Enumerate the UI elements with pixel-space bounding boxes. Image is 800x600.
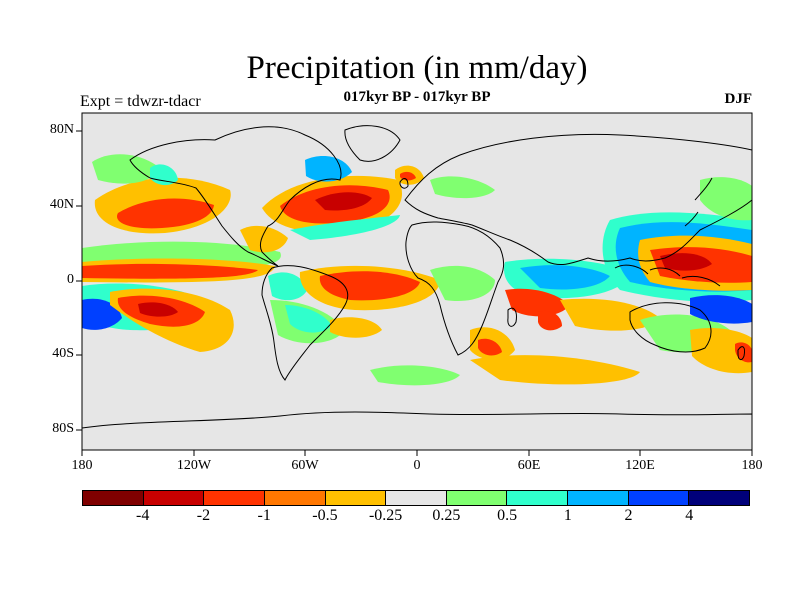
- colorbar: [82, 490, 750, 506]
- anomaly-tropical-atlantic-red: [319, 271, 420, 301]
- lon-label-60e: 60E: [517, 458, 541, 473]
- colorbar-tick-label: 4: [685, 507, 694, 524]
- experiment-label: Expt = tdwzr-tdacr: [80, 93, 201, 110]
- lon-label-120e: 120E: [625, 458, 655, 473]
- africa-outline: [405, 221, 505, 356]
- anomaly-southern-ocean-green: [370, 365, 460, 386]
- lat-label-80n: 80N: [49, 122, 74, 137]
- north-america-outline: [129, 126, 342, 267]
- anomaly-south-america-cyan: [285, 305, 332, 333]
- colorbar-tick-label: 1: [563, 507, 572, 524]
- lat-label-40s: 40S: [52, 346, 74, 361]
- lat-label-80s: 80S: [52, 421, 74, 436]
- anomaly-labrador-blue: [305, 156, 352, 182]
- lat-label-40n: 40N: [49, 197, 74, 212]
- season-label: DJF: [724, 91, 753, 107]
- anomaly-tasman-red: [735, 342, 752, 363]
- lon-label-120w: 120W: [176, 458, 212, 473]
- lat-label-0: 0: [67, 272, 74, 287]
- colorbar-tick-label: -1: [257, 507, 271, 524]
- madagascar-outline: [507, 307, 517, 327]
- colorbar-swatch: [204, 491, 265, 505]
- longitude-ticks: [81, 450, 753, 456]
- colorbar-swatch: [628, 491, 690, 505]
- continent-outlines: [82, 125, 752, 450]
- anomaly-indian-ocean-red: [505, 288, 570, 317]
- colorbar-tick-label: 0.5: [497, 507, 518, 524]
- antarctica-outline: [82, 411, 752, 450]
- anomaly-north-pacific-red: [117, 198, 214, 229]
- lon-label-60w: 60W: [291, 458, 319, 473]
- greenland-outline: [344, 125, 401, 162]
- anomaly-atlantic-cyan-band: [290, 215, 400, 240]
- anomaly-south-pacific-darkred: [138, 302, 178, 317]
- lon-label-180w: 180: [71, 458, 93, 473]
- colorbar-tick-label: -0.5: [312, 507, 338, 524]
- anomaly-indian-ocean-blue: [520, 265, 610, 290]
- precipitation-anomaly-field: [82, 154, 752, 386]
- colorbar-swatch: [325, 491, 387, 505]
- anomaly-west-pacific-darkred: [660, 253, 712, 271]
- plot-title: Precipitation (in mm/day): [246, 50, 588, 86]
- colorbar-tick-label: 2: [624, 507, 633, 524]
- colorbar-swatch: [507, 491, 569, 505]
- lon-label-180e: 180: [741, 458, 763, 473]
- anomaly-caribbean-orange: [240, 225, 288, 253]
- colorbar-tick-label: 0.25: [432, 507, 461, 524]
- colorbar-swatch: [568, 491, 629, 505]
- anomaly-south-africa-red: [478, 338, 502, 356]
- colorbar-swatch: [446, 491, 508, 505]
- colorbar-tick-label: -4: [136, 507, 150, 524]
- plot-subtitle: 017kyr BP - 017kyr BP: [343, 89, 491, 105]
- colorbar-swatch: [83, 491, 144, 505]
- australia-outline: [629, 302, 712, 353]
- latitude-ticks: [76, 130, 82, 431]
- south-america-outline: [261, 265, 349, 381]
- anomaly-south-atlantic-orange: [330, 317, 382, 338]
- anomaly-equatorial-pacific-red: [82, 263, 258, 279]
- anomaly-north-atlantic-darkred: [315, 192, 372, 211]
- anomaly-madagascar-red: [538, 310, 562, 331]
- anomaly-alaska-green: [92, 154, 160, 184]
- anomaly-tasman-orange: [690, 327, 752, 374]
- colorbar-tick-label: -2: [196, 507, 211, 524]
- new-zealand-outline: [737, 346, 745, 361]
- colorbar-swatch: [143, 491, 205, 505]
- colorbar-swatch: [264, 491, 326, 505]
- colorbar-swatch: [386, 491, 447, 505]
- eurasia-outline: [404, 133, 752, 265]
- anomaly-south-pacific-blue: [82, 298, 122, 330]
- anomaly-europe-green: [430, 176, 495, 199]
- japan-outline: [684, 177, 713, 227]
- anomaly-south-indian-orange: [560, 298, 660, 331]
- lon-label-0: 0: [413, 458, 421, 473]
- colorbar-swatch: [689, 491, 750, 505]
- british-isles-outline: [399, 178, 409, 189]
- anomaly-africa-green: [430, 265, 495, 302]
- maritime-continent-outline: [614, 264, 721, 287]
- anomaly-southern-ocean-orange: [470, 355, 640, 385]
- colorbar-tick-label: -0.25: [368, 507, 403, 524]
- anomaly-amazon-cyan: [268, 272, 308, 301]
